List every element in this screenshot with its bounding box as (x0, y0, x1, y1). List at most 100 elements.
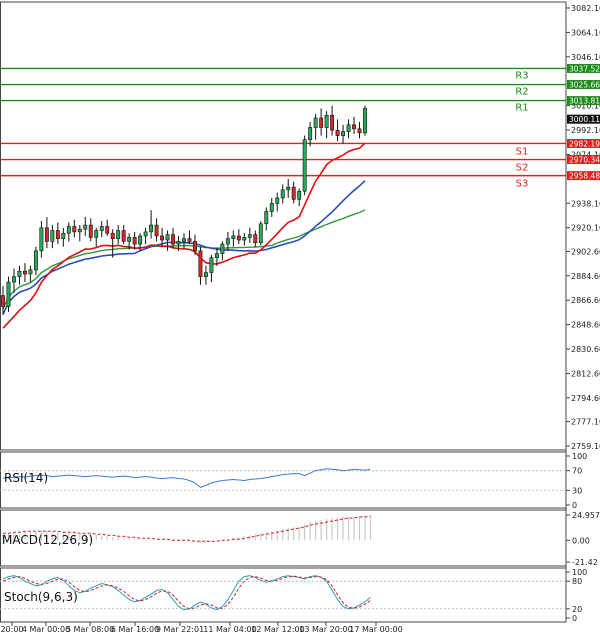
candle (72, 219, 77, 238)
candle (203, 265, 208, 285)
y-tick-label: 3064.10 (571, 28, 600, 37)
candle (319, 108, 324, 136)
candle (247, 227, 252, 243)
candle (236, 229, 241, 245)
candle (171, 227, 175, 249)
candle-body (341, 131, 346, 136)
candle (308, 122, 313, 147)
y-tick-label: 2830.60 (571, 345, 600, 354)
candle-body (44, 227, 49, 242)
candle-body (28, 269, 33, 275)
rsi-panel: 100 70 30 0 RSI(14) (0, 451, 587, 510)
candle (160, 227, 165, 247)
y-tick-label: 2902.60 (571, 247, 600, 256)
candle-body (209, 257, 214, 273)
candle (275, 192, 280, 212)
candle (66, 222, 71, 242)
candle-body (363, 108, 367, 134)
panel-frame (0, 451, 567, 509)
candle (269, 197, 274, 217)
candle-body (214, 253, 219, 258)
price-tag-s2 (567, 155, 600, 165)
candle-body (280, 189, 285, 199)
candle (302, 135, 307, 196)
candle (55, 222, 60, 245)
candle (61, 227, 66, 247)
candle (105, 219, 110, 236)
candle (17, 265, 22, 285)
candle (94, 227, 99, 247)
x-tick-label: 6 Mar 16:00 (111, 625, 159, 634)
y-tick-label: 2866.60 (571, 296, 600, 305)
candle (116, 225, 121, 245)
candle-body (330, 114, 335, 131)
candle-body (176, 241, 181, 245)
candle (154, 218, 159, 242)
price-tag-r3 (567, 63, 600, 73)
macd-panel: 24.957 0.00 -21.42 MACD(12,26,9) (0, 509, 600, 567)
y-tick-label: 2938.10 (571, 199, 600, 208)
candle (297, 188, 302, 207)
candle-body (231, 235, 236, 239)
y-tick-label: 2812.60 (571, 369, 600, 378)
candle (88, 218, 93, 242)
x-tick-label: 12 Mar 12:00 (251, 625, 304, 634)
candle-body (143, 231, 148, 237)
candle-body (253, 234, 258, 244)
candle-body (275, 197, 280, 204)
y-tick-label: 2759.10 (571, 442, 600, 451)
x-tick-label: 17 Mar 00:00 (349, 625, 402, 634)
candle (214, 248, 219, 266)
x-tick-label: 4 Mar 00:00 (22, 625, 70, 634)
price-tag-text: 3037.52 (569, 64, 600, 73)
candle-body (258, 223, 263, 244)
candle-body (193, 241, 197, 252)
time-axis: 20:004 Mar 00:005 Mar 08:006 Mar 16:009 … (0, 622, 403, 634)
level-label-r3: R3 (515, 70, 528, 81)
candle-body (72, 226, 77, 233)
price-tag-text: 3025.66 (569, 81, 600, 90)
candle-body (138, 235, 143, 245)
panel-frame (0, 1, 567, 451)
level-label-r2: R2 (515, 87, 528, 98)
candle-body (83, 224, 88, 230)
candle-body (182, 238, 186, 242)
candle-body (171, 234, 175, 245)
candle-body (225, 238, 230, 245)
candle (28, 265, 33, 283)
level-label-s2: S2 (516, 163, 529, 174)
candle-body (297, 190, 302, 200)
stoch-tick-label: 80 (572, 577, 582, 586)
price-tag-r2 (567, 80, 600, 90)
macd-tick-label: 24.957 (572, 511, 600, 520)
candle-body (264, 211, 269, 225)
candle-body (319, 117, 324, 128)
rsi-tick-label: 0 (572, 501, 577, 510)
candle-body (302, 139, 307, 192)
candle-body (22, 270, 27, 275)
candle-body (66, 226, 71, 234)
x-tick-label: 11 Mar 04:00 (203, 625, 256, 634)
candle (77, 225, 82, 242)
candle-body (94, 230, 99, 238)
candle-body (198, 250, 203, 277)
price-tag-text: 2982.19 (569, 139, 600, 148)
candle (12, 268, 16, 293)
candle (291, 181, 296, 204)
candle-body (1, 295, 5, 307)
candle-body (154, 224, 159, 237)
price-tag-r1 (567, 96, 600, 106)
y-tick-label: 2848.60 (571, 321, 600, 330)
y-tick-label: 2794.60 (571, 394, 600, 403)
candle-body (242, 237, 247, 241)
candle (22, 263, 27, 283)
candle (110, 229, 115, 258)
candle-body (88, 224, 93, 238)
candle (50, 225, 55, 249)
candle-body (110, 232, 115, 239)
rsi-label: RSI(14) (4, 471, 48, 485)
candle (182, 233, 186, 249)
y-tick-label: 2777.10 (571, 418, 600, 427)
y-tick-label: 3010.10 (571, 102, 600, 111)
